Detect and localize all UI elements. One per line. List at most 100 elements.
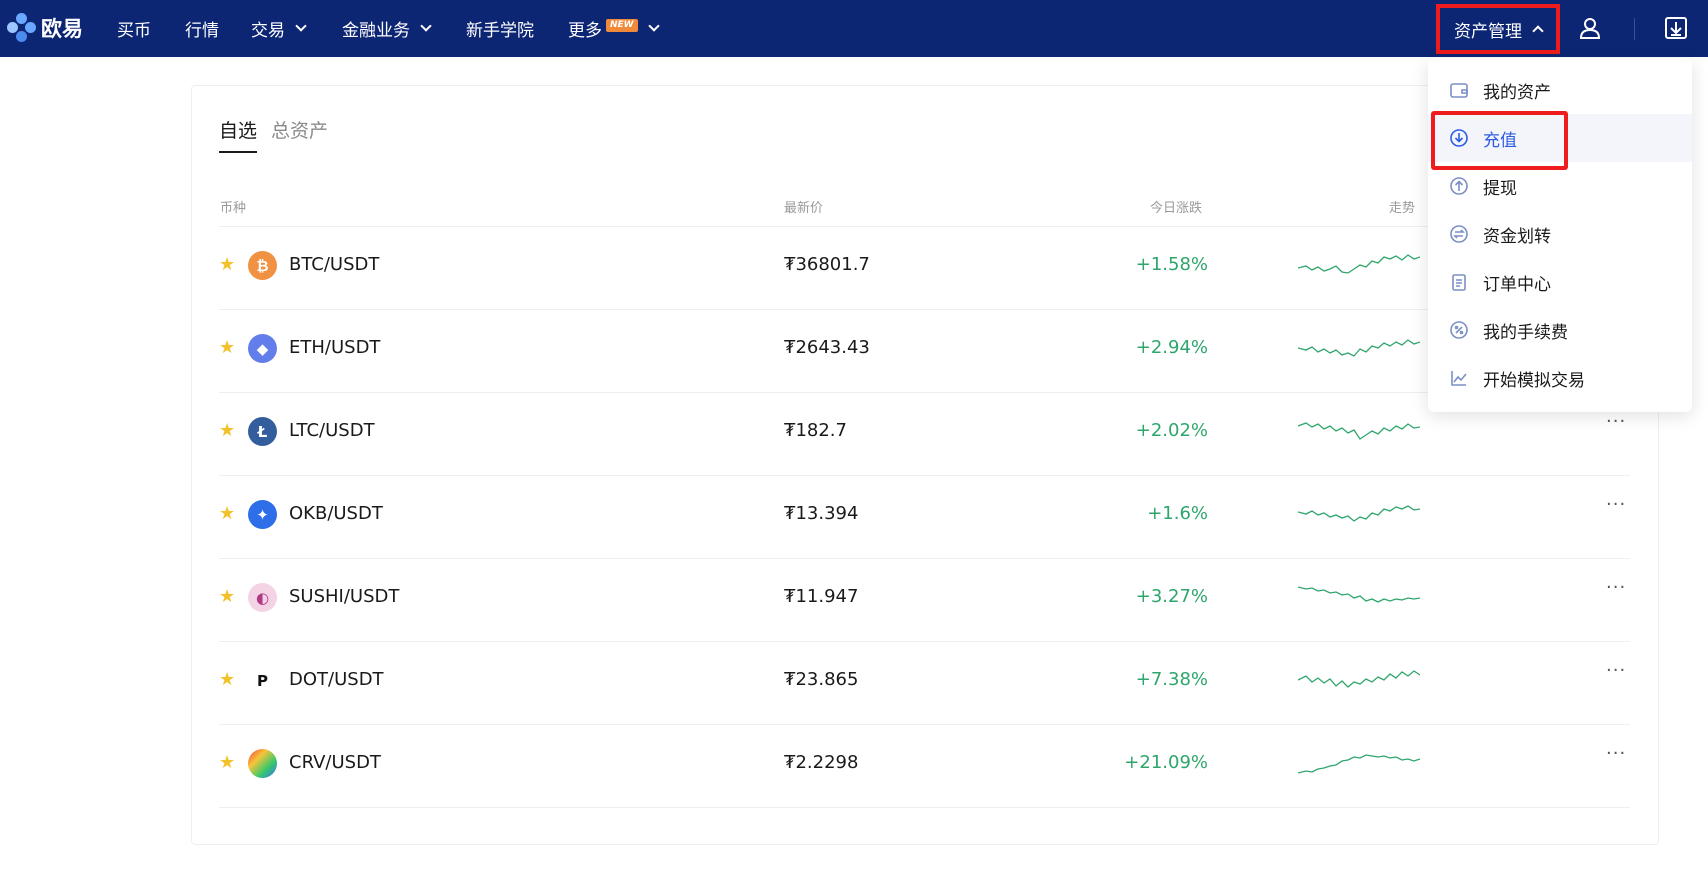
chart-line-icon: [1451, 371, 1467, 386]
brand-logo[interactable]: 欧易: [7, 13, 83, 43]
star-icon[interactable]: ★: [219, 337, 236, 358]
table-row[interactable]: ★ Ł LTC/USDT ₮182.7 +2.02% ···: [219, 392, 1630, 475]
daily-change: +3.27%: [1135, 586, 1208, 607]
last-price: ₮11.947: [784, 586, 859, 607]
sparkline-chart: [1298, 422, 1420, 440]
menu-item-label: 我的手续费: [1483, 322, 1568, 343]
menu-item-transfer[interactable]: 资金划转: [1428, 210, 1692, 258]
pair-name: BTC/USDT: [289, 254, 380, 275]
star-icon[interactable]: ★: [219, 586, 236, 607]
daily-change: +2.94%: [1135, 337, 1208, 358]
sushi-icon: ◐: [248, 583, 277, 612]
last-price: ₮2643.43: [784, 337, 870, 358]
table-row[interactable]: ★ ₿ BTC/USDT ₮36801.7 +1.58%: [219, 226, 1630, 309]
star-icon[interactable]: ★: [219, 669, 236, 690]
more-options-button[interactable]: ···: [1606, 660, 1627, 681]
nav-markets-label: 行情: [185, 21, 219, 41]
sparkline-chart: [1298, 505, 1420, 522]
more-options-button[interactable]: ···: [1606, 577, 1627, 598]
nav-academy-label: 新手学院: [466, 21, 534, 41]
nav-trade[interactable]: 交易: [251, 0, 307, 57]
nav-buy-crypto-label: 买币: [117, 21, 151, 41]
sparkline-chart: [1298, 754, 1420, 774]
star-icon[interactable]: ★: [219, 254, 236, 275]
nav-finance[interactable]: 金融业务: [342, 0, 432, 57]
table-row[interactable]: ★ ◆ ETH/USDT ₮2643.43 +2.94%: [219, 309, 1630, 392]
menu-item-my-assets[interactable]: 我的资产: [1428, 66, 1692, 114]
nav-divider: [1634, 18, 1635, 40]
last-price: ₮2.2298: [784, 752, 859, 773]
table-row[interactable]: ★ ◐ SUSHI/USDT ₮11.947 +3.27% ···: [219, 558, 1630, 641]
tab-watchlist[interactable]: 自选: [219, 120, 258, 142]
daily-change: +1.58%: [1135, 254, 1208, 275]
pair-name: DOT/USDT: [289, 669, 384, 690]
table-row: [219, 807, 1630, 890]
daily-change: +2.02%: [1135, 420, 1208, 441]
nav-academy[interactable]: 新手学院: [466, 0, 534, 57]
okx-logo-icon: [7, 13, 37, 43]
sparkline-chart: [1298, 586, 1420, 603]
menu-item-order-center[interactable]: 订单中心: [1428, 258, 1692, 306]
last-price: ₮36801.7: [784, 254, 870, 275]
last-price: ₮13.394: [784, 503, 859, 524]
daily-change: +1.6%: [1147, 503, 1208, 524]
star-icon[interactable]: ★: [219, 503, 236, 524]
nav-markets[interactable]: 行情: [185, 0, 219, 57]
column-header-change: 今日涨跌: [1150, 201, 1203, 216]
nav-finance-label: 金融业务: [342, 21, 410, 41]
deposit-icon: [1450, 129, 1468, 147]
more-options-button[interactable]: ···: [1606, 411, 1627, 432]
okb-icon: ✦: [248, 500, 277, 529]
top-navbar: 欧易 买币 行情 交易 金融业务 新手学院 更多 NEW 资产管理: [0, 0, 1708, 57]
nav-trade-label: 交易: [251, 21, 285, 41]
more-options-button[interactable]: ···: [1606, 494, 1627, 515]
star-icon[interactable]: ★: [219, 420, 236, 441]
nav-buy-crypto[interactable]: 买币: [117, 0, 151, 57]
active-tab-indicator: [219, 151, 257, 153]
table-row[interactable]: ★ ✦ OKB/USDT ₮13.394 +1.6% ···: [219, 475, 1630, 558]
chevron-down-icon: [647, 20, 660, 32]
menu-item-deposit[interactable]: 充值: [1428, 114, 1692, 162]
menu-item-label: 我的资产: [1483, 82, 1551, 103]
menu-item-label: 开始模拟交易: [1483, 370, 1585, 391]
daily-change: +21.09%: [1124, 752, 1208, 773]
chevron-down-icon: [420, 20, 432, 32]
crv-icon: [248, 749, 277, 778]
pair-name: CRV/USDT: [289, 752, 381, 773]
transfer-icon: [1450, 225, 1468, 243]
menu-item-label: 订单中心: [1483, 274, 1551, 295]
user-icon[interactable]: [1576, 14, 1604, 42]
menu-item-withdraw[interactable]: 提现: [1428, 162, 1692, 210]
star-icon[interactable]: ★: [219, 752, 236, 773]
download-icon[interactable]: [1662, 14, 1690, 42]
dot-icon: P: [248, 666, 277, 695]
column-header-coin: 币种: [220, 201, 247, 216]
nav-more[interactable]: 更多 NEW: [568, 0, 660, 57]
pair-name: OKB/USDT: [289, 503, 383, 524]
chevron-down-icon: [295, 20, 307, 32]
last-price: ₮23.865: [784, 669, 859, 690]
wallet-icon: [1450, 83, 1468, 98]
sparkline-chart: [1298, 339, 1420, 357]
pair-name: LTC/USDT: [289, 420, 375, 441]
table-row[interactable]: ★ CRV/USDT ₮2.2298 +21.09% ···: [219, 724, 1630, 807]
table-row[interactable]: ★ P DOT/USDT ₮23.865 +7.38% ···: [219, 641, 1630, 724]
chevron-up-icon: [1532, 25, 1544, 37]
fee-icon: [1450, 321, 1468, 339]
column-header-price: 最新价: [784, 201, 824, 216]
menu-item-my-fees[interactable]: 我的手续费: [1428, 306, 1692, 354]
column-header-trend: 走势: [1389, 201, 1416, 216]
asset-management-label: 资产管理: [1454, 21, 1522, 42]
ltc-icon: Ł: [248, 417, 277, 446]
brand-name: 欧易: [41, 17, 83, 41]
pair-name: ETH/USDT: [289, 337, 381, 358]
menu-item-label: 提现: [1483, 178, 1517, 199]
last-price: ₮182.7: [784, 420, 847, 441]
menu-item-demo-trading[interactable]: 开始模拟交易: [1428, 354, 1692, 402]
asset-management-button[interactable]: 资产管理: [1436, 4, 1560, 54]
daily-change: +7.38%: [1135, 669, 1208, 690]
tab-total-assets[interactable]: 总资产: [271, 120, 329, 142]
menu-item-label: 资金划转: [1483, 226, 1551, 247]
btc-icon: ₿: [248, 251, 277, 280]
more-options-button[interactable]: ···: [1606, 743, 1627, 764]
